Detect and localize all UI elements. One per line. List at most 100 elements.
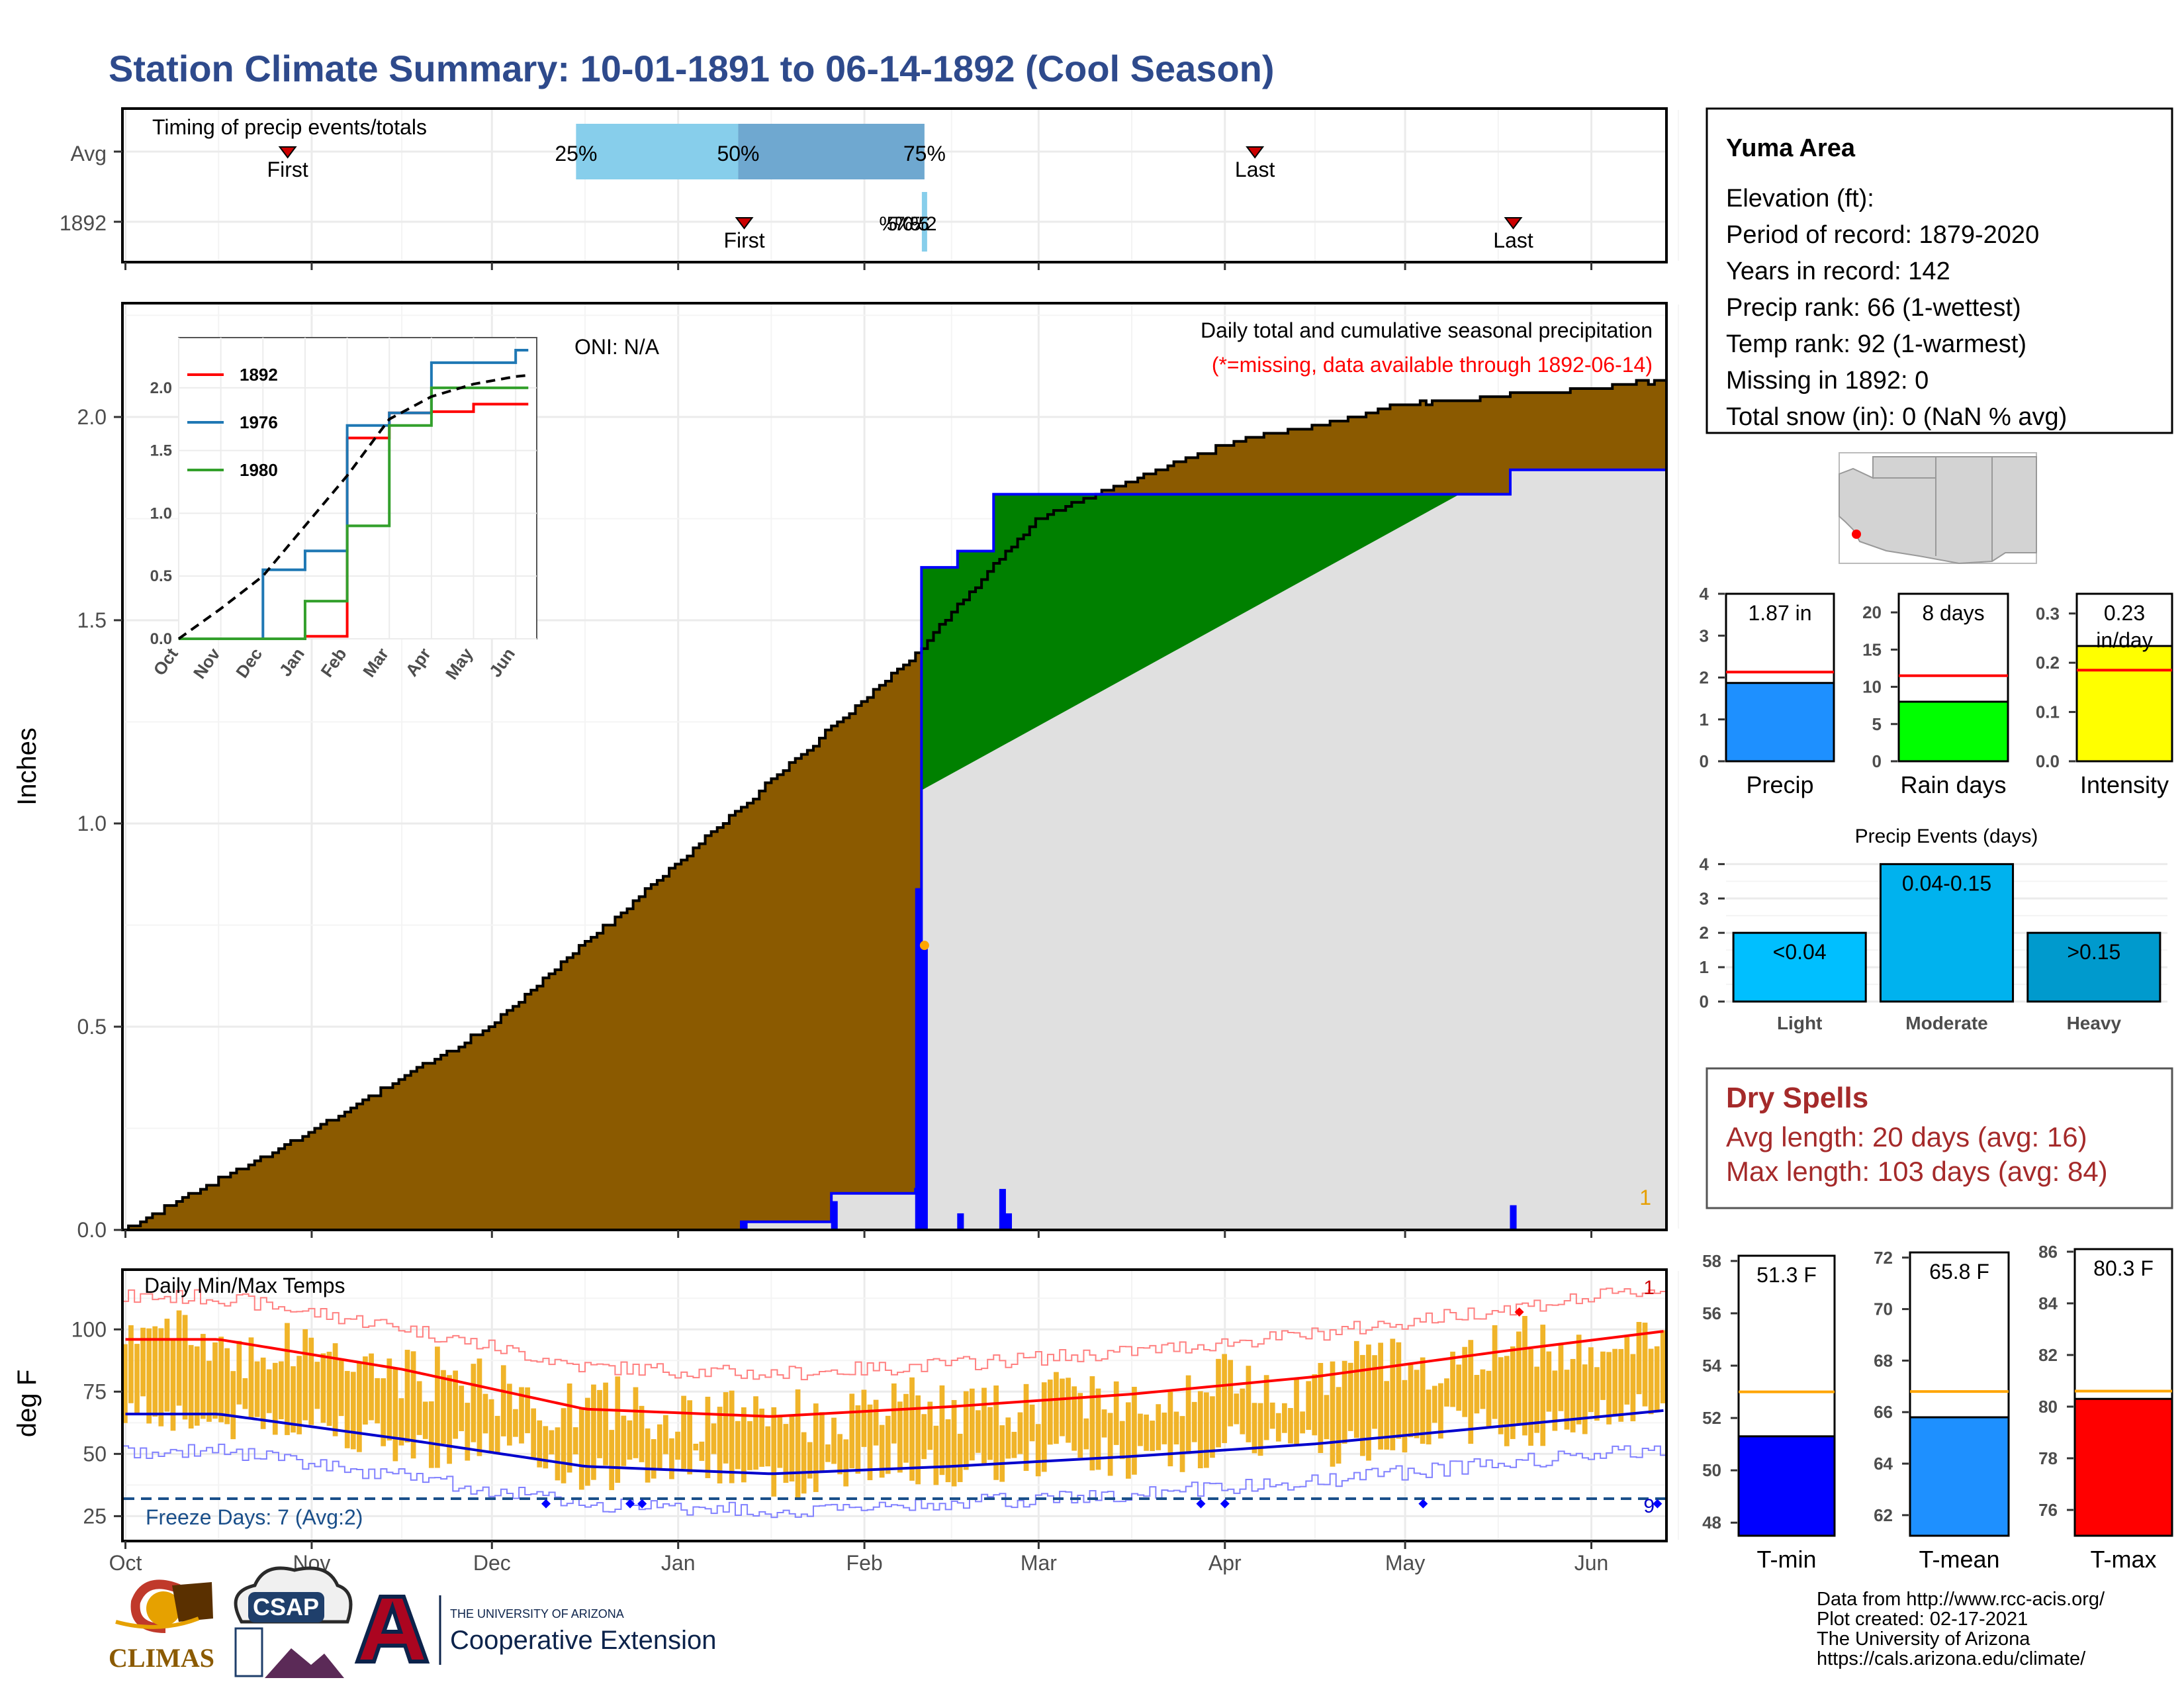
- daily-temp-bar: [1324, 1395, 1330, 1440]
- oni-label: ONI: N/A: [574, 335, 660, 359]
- inset-ytick-label: 0.5: [150, 567, 172, 585]
- avg-quartile-range-low: [576, 124, 739, 179]
- daily-temp-bar: [945, 1419, 951, 1483]
- daily-temp-bar: [1257, 1403, 1263, 1456]
- climas-logo: CLIMAS: [109, 1579, 214, 1673]
- mini-bar-tick: 56: [1702, 1303, 1721, 1323]
- average-cumulative-line: [122, 379, 1666, 1231]
- info-missing: Missing in 1892: 0: [1726, 367, 1929, 395]
- daily-temp-bar: [1366, 1344, 1371, 1461]
- daily-temp-bar: [404, 1350, 410, 1443]
- mini-bar-value-label: 1.87 in: [1748, 601, 1811, 625]
- daily-temp-bar: [1210, 1396, 1215, 1458]
- daily-temp-bar: [357, 1362, 362, 1452]
- mini-bar-tick: 52: [1702, 1408, 1721, 1428]
- daily-temp-bar: [266, 1369, 272, 1413]
- freeze-days: Freeze Days: 7 (Avg:2): [146, 1505, 363, 1529]
- mini-bar-value: [1725, 682, 1835, 763]
- daily-temp-bar: [801, 1432, 807, 1494]
- daily-temp-bar: [537, 1420, 543, 1468]
- mini-bar-tick: 2: [1700, 668, 1709, 688]
- inset-ytick-label: 1.5: [150, 442, 172, 460]
- daily-temp-bar: [128, 1325, 134, 1403]
- daily-temp-bar: [993, 1385, 999, 1480]
- avg-quartile-range-high: [738, 124, 925, 179]
- daily-temp-bar: [447, 1375, 452, 1464]
- daily-temp-bar: [441, 1370, 446, 1444]
- daily-temp-bar: [1156, 1404, 1161, 1450]
- daily-temp-bar: [254, 1361, 260, 1417]
- daily-temp-bar: [1071, 1386, 1077, 1451]
- daily-temp-bar: [831, 1417, 837, 1464]
- daily-temp-bar: [519, 1387, 524, 1444]
- daily-temp-bar: [1161, 1412, 1167, 1444]
- daily-temp-bar: [723, 1392, 729, 1464]
- daily-temp-bar: [1468, 1340, 1474, 1444]
- daily-temp-bar: [903, 1393, 909, 1463]
- daily-temp-bar: [1522, 1315, 1527, 1436]
- daily-temp-bar: [1060, 1378, 1065, 1436]
- mini-bar-value: [2075, 645, 2173, 763]
- mini-bar-tick: 68: [1874, 1350, 1893, 1370]
- temp-ytick-label: 50: [83, 1442, 107, 1466]
- mini-bar-tick: 82: [2038, 1345, 2058, 1365]
- daily-temp-bar: [789, 1416, 795, 1481]
- daily-temp-bar: [1077, 1393, 1083, 1458]
- daily-temp-bar: [488, 1399, 494, 1453]
- daily-temp-bar: [651, 1439, 657, 1479]
- daily-temp-bar: [981, 1387, 987, 1466]
- mini-bar-tick: 0: [1700, 751, 1709, 771]
- daily-temp-bar: [963, 1391, 969, 1470]
- month-label-jan: Jan: [661, 1551, 696, 1575]
- mini-bar-tick: 48: [1702, 1513, 1721, 1532]
- daily-temp-bar: [765, 1426, 771, 1467]
- daily-temp-bar: [549, 1430, 555, 1455]
- avg-first-label: First: [267, 158, 308, 181]
- daily-temp-bar: [1095, 1388, 1101, 1470]
- mini-bar-tick: 50: [1702, 1460, 1721, 1480]
- daily-temp-bar: [218, 1336, 224, 1423]
- daily-temp-bar: [1113, 1381, 1119, 1445]
- mini-bar-category-label: T-min: [1757, 1546, 1817, 1573]
- mini-bar-t-min: 48 50 52 54 56 58 51.3 F T-min: [1702, 1251, 1836, 1573]
- mini-bar-value-label: 0.23: [2104, 601, 2145, 625]
- daily-precip-bar: [921, 945, 928, 1231]
- mini-bar-unit-label: in/day: [2096, 628, 2152, 652]
- mini-bar-tick: 0: [1872, 751, 1882, 771]
- avg-first-marker: [278, 146, 297, 159]
- info-years: Years in record: 142: [1726, 258, 1950, 285]
- temp-ytick-label: 100: [71, 1317, 107, 1341]
- daily-temp-bar: [152, 1326, 158, 1417]
- events-bar-moderate: [1879, 863, 2015, 1003]
- info-elevation: Elevation (ft):: [1726, 185, 1874, 212]
- daily-temp-bar: [1588, 1347, 1594, 1413]
- daily-temp-bar: [1167, 1391, 1173, 1467]
- daily-temp-bar: [1618, 1348, 1624, 1422]
- daily-temp-bar: [615, 1376, 621, 1483]
- freeze-day-marker: [1418, 1499, 1428, 1509]
- ua-cooperative-extension-logo: THE UNIVERSITY OF ARIZONA Cooperative Ex…: [354, 1595, 716, 1665]
- temp-panel: 25 50 75 100 Daily Min/Max Temps deg F Free…: [13, 1268, 1680, 1575]
- daily-temp-bar: [572, 1427, 578, 1455]
- daily-temp-bar: [435, 1346, 440, 1468]
- daily-temp-bar: [1378, 1342, 1383, 1450]
- daily-temp-bar: [194, 1346, 200, 1426]
- mini-bar-category-label: Precip: [1746, 771, 1813, 798]
- precip-ytick-label: 1.0: [77, 812, 107, 835]
- daily-temp-bar: [1017, 1412, 1023, 1454]
- daily-temp-bar: [729, 1390, 735, 1483]
- daily-temp-bar: [939, 1385, 945, 1476]
- mini-bar-precip: 0 1 2 3 4 1.87 in Precip: [1700, 584, 1835, 798]
- daily-temp-bar: [471, 1364, 477, 1442]
- daily-temp-bar: [591, 1384, 596, 1480]
- events-category-label: Heavy: [2067, 1013, 2122, 1033]
- daily-temp-bar: [1005, 1417, 1011, 1459]
- daily-temp-bar: [387, 1358, 392, 1441]
- daily-temp-bar: [375, 1378, 380, 1424]
- daily-temp-bar: [849, 1393, 855, 1469]
- events-ytick-label: 0: [1700, 992, 1709, 1011]
- daily-temp-bar: [1204, 1392, 1209, 1468]
- daily-temp-bar: [272, 1362, 278, 1435]
- daily-temp-bar: [561, 1408, 567, 1483]
